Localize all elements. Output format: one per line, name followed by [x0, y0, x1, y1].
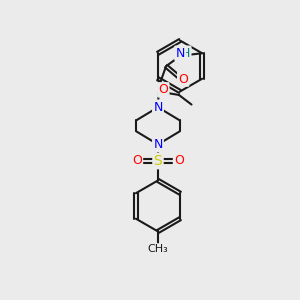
Text: N: N — [153, 138, 163, 151]
Text: O: O — [174, 154, 184, 167]
Text: N: N — [176, 47, 185, 60]
Text: CH₃: CH₃ — [148, 244, 168, 254]
Text: H: H — [181, 47, 190, 60]
Text: O: O — [132, 154, 142, 167]
Text: N: N — [153, 101, 163, 114]
Text: O: O — [158, 83, 168, 96]
Text: O: O — [178, 73, 188, 85]
Text: S: S — [154, 154, 162, 168]
